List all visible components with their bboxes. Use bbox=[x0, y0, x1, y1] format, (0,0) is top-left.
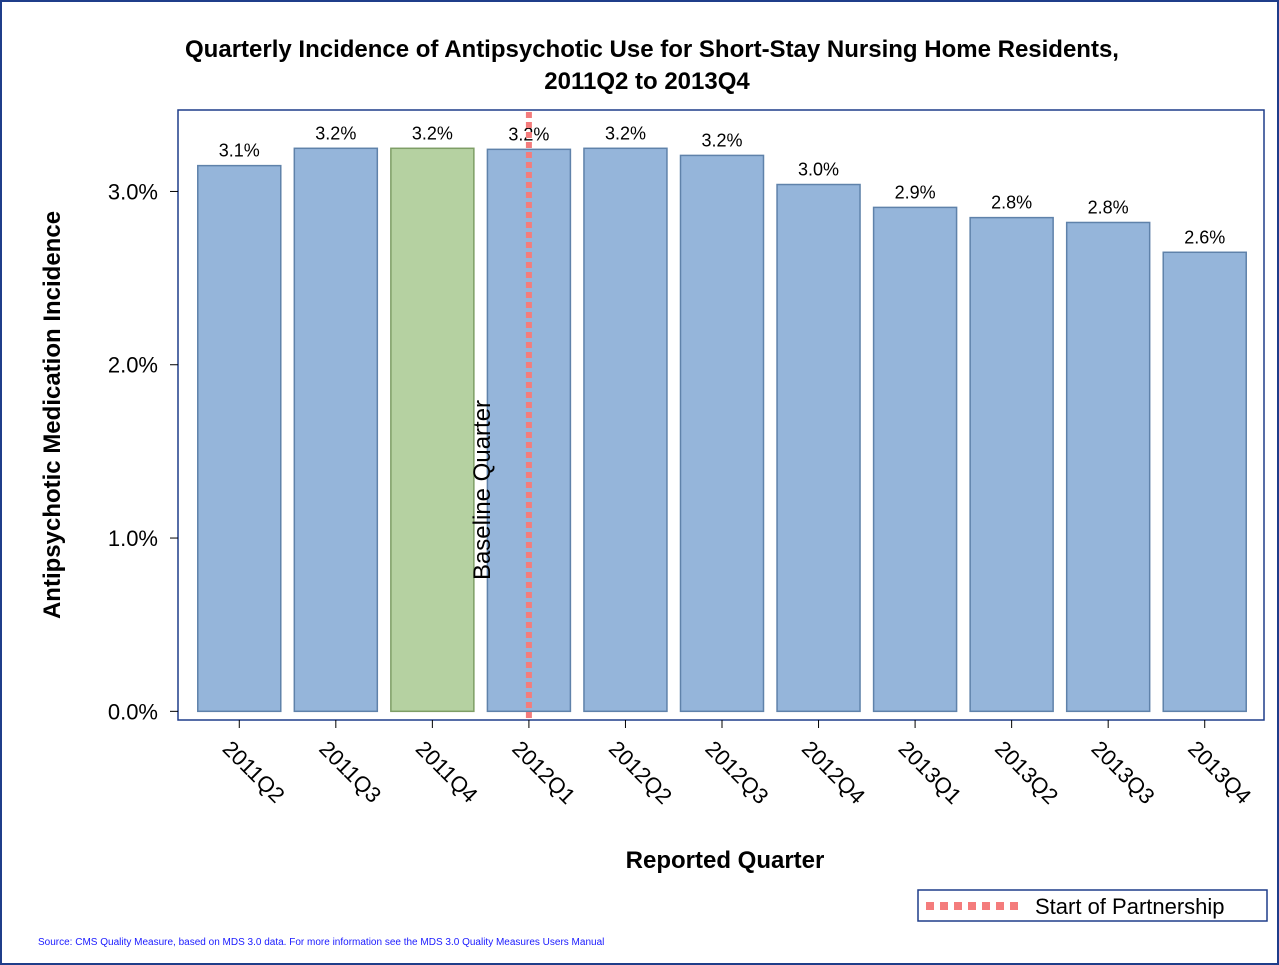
value-label: 3.0% bbox=[798, 160, 839, 180]
value-label: 2.8% bbox=[1088, 197, 1129, 217]
value-label: 3.2% bbox=[605, 123, 646, 143]
bar bbox=[583, 147, 668, 713]
bar bbox=[293, 147, 379, 713]
value-label: 3.2% bbox=[412, 123, 453, 143]
bar bbox=[1065, 221, 1151, 713]
y-tick-label: 1.0% bbox=[108, 526, 158, 551]
bar bbox=[969, 216, 1054, 713]
bar bbox=[776, 183, 861, 713]
chart-title: Quarterly Incidence of Antipsychotic Use… bbox=[185, 36, 1119, 63]
y-axis-label: Antipsychotic Medication Incidence bbox=[39, 211, 66, 619]
bar bbox=[1162, 251, 1247, 713]
bar bbox=[872, 206, 958, 713]
value-label: 2.6% bbox=[1184, 227, 1225, 247]
value-label: 3.2% bbox=[701, 130, 742, 150]
source-note: Source: CMS Quality Measure, based on MD… bbox=[38, 937, 604, 948]
value-label: 3.2% bbox=[315, 123, 356, 143]
legend bbox=[917, 889, 1268, 922]
y-tick-label: 0.0% bbox=[108, 699, 158, 724]
bar bbox=[197, 164, 282, 713]
y-tick-label: 3.0% bbox=[108, 179, 158, 204]
bar bbox=[679, 154, 765, 713]
x-axis-label: Reported Quarter bbox=[626, 847, 825, 874]
bar bbox=[390, 147, 475, 713]
reference-annotation: Baseline Quarter bbox=[469, 400, 496, 580]
legend-label: Start of Partnership bbox=[1035, 894, 1225, 919]
value-label: 3.1% bbox=[219, 141, 260, 161]
y-tick-label: 2.0% bbox=[108, 353, 158, 378]
value-label: 2.9% bbox=[895, 182, 936, 202]
chart-title: 2011Q2 to 2013Q4 bbox=[544, 68, 750, 95]
value-label: 2.8% bbox=[991, 193, 1032, 213]
